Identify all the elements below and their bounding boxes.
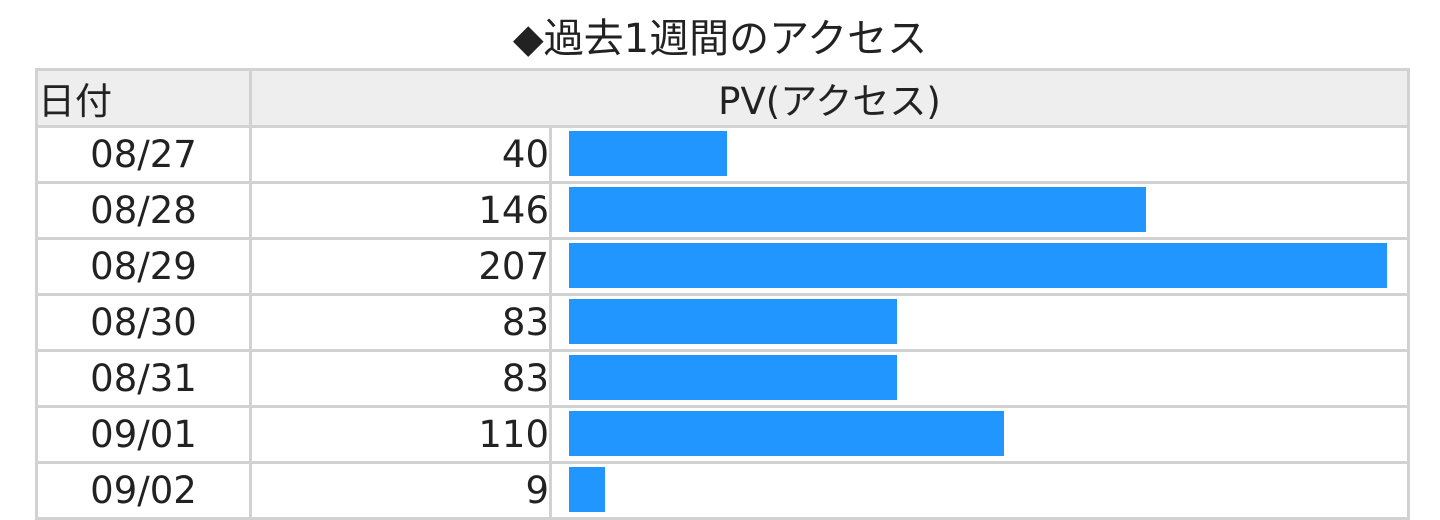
header-pv: PV(アクセス) [249, 68, 1410, 128]
table-row: 08/28 146 [35, 181, 1410, 240]
table-row: 08/29 207 [35, 237, 1410, 296]
table-row: 08/31 83 [35, 349, 1410, 408]
pv-value-label: 40 [249, 125, 552, 184]
bar-cell [549, 461, 1410, 520]
date-cell: 09/02 [35, 461, 252, 520]
table-header-row: 日付 PV(アクセス) [35, 68, 1410, 128]
date-cell: 08/27 [35, 125, 252, 184]
pv-value-label: 9 [249, 461, 552, 520]
bar-cell [549, 349, 1410, 408]
table-row: 08/30 83 [35, 293, 1410, 352]
pv-bar [569, 131, 727, 176]
pv-bar [569, 355, 897, 400]
pv-bar [569, 299, 897, 344]
table-row: 08/27 40 [35, 125, 1410, 184]
date-cell: 08/30 [35, 293, 252, 352]
bar-cell [549, 237, 1410, 296]
date-cell: 08/29 [35, 237, 252, 296]
table-row: 09/02 9 [35, 461, 1410, 520]
pv-bar [569, 411, 1004, 456]
pv-value-label: 207 [249, 237, 552, 296]
header-date: 日付 [35, 68, 252, 128]
bar-cell [549, 405, 1410, 464]
table-row: 09/01 110 [35, 405, 1410, 464]
chart-title: ◆過去1週間のアクセス [512, 16, 928, 62]
pv-value-label: 83 [249, 349, 552, 408]
pv-value-label: 83 [249, 293, 552, 352]
bar-cell [549, 293, 1410, 352]
date-cell: 09/01 [35, 405, 252, 464]
pv-value-label: 146 [249, 181, 552, 240]
bar-cell [549, 125, 1410, 184]
date-cell: 08/31 [35, 349, 252, 408]
date-cell: 08/28 [35, 181, 252, 240]
pv-bar [569, 187, 1146, 232]
table-body: 08/27 40 08/28 146 08/29 207 08/30 83 08/31 83 09/… [35, 125, 1410, 520]
pv-value-label: 110 [249, 405, 552, 464]
access-table: 日付 PV(アクセス) 08/27 40 08/28 146 08/29 207 08/30… [35, 68, 1410, 520]
pv-bar [569, 243, 1387, 288]
pv-bar [569, 467, 605, 512]
bar-cell [549, 181, 1410, 240]
